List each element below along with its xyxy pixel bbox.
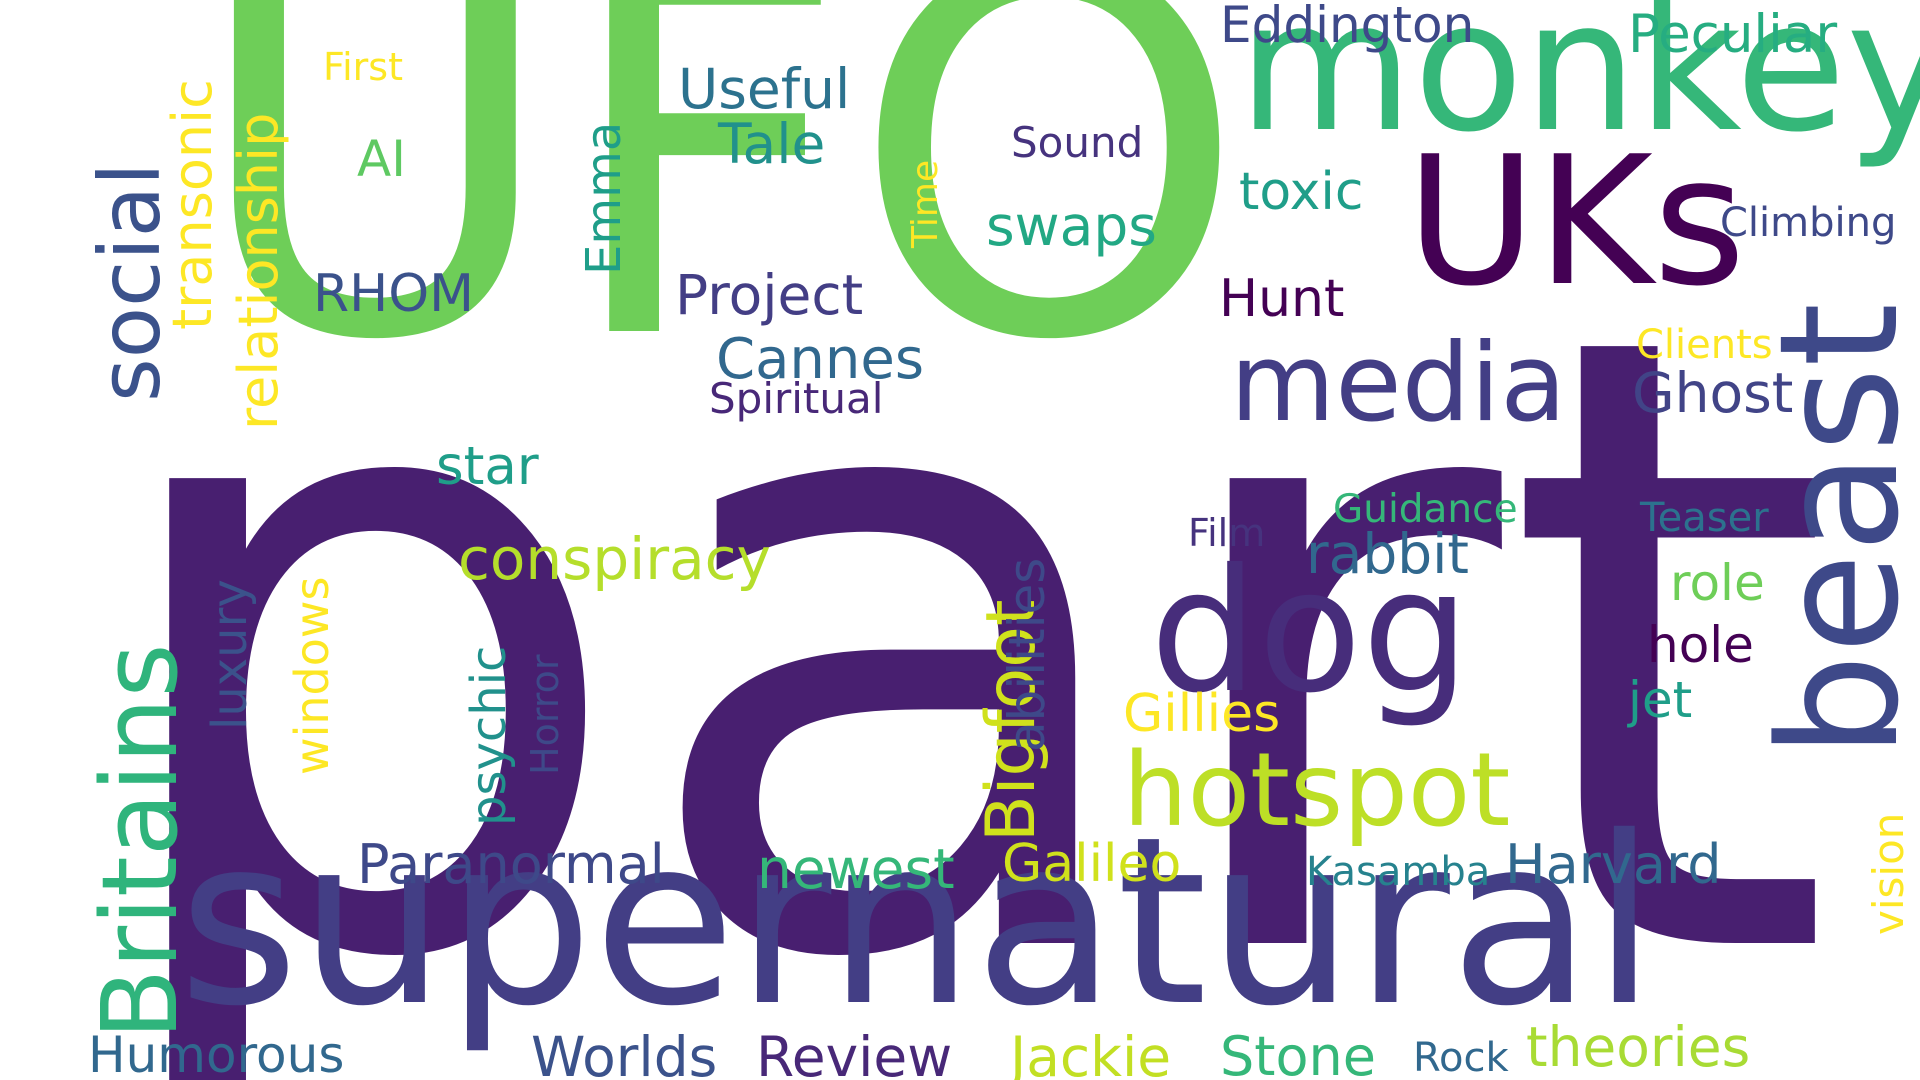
word-cannes: Cannes xyxy=(716,327,925,392)
word-supernatural: supernatural xyxy=(178,787,1657,1057)
word-conspiracy: conspiracy xyxy=(458,525,771,593)
word-theories: theories xyxy=(1526,1015,1751,1079)
word-abilities: abilities xyxy=(998,557,1056,752)
word-swaps: swaps xyxy=(986,194,1157,258)
word-film: Film xyxy=(1188,511,1266,555)
word-first: First xyxy=(323,45,403,89)
word-horror: Horror xyxy=(523,654,567,775)
word-kasamba: Kasamba xyxy=(1306,849,1491,895)
word-clients: Clients xyxy=(1636,322,1773,368)
word-guidance: Guidance xyxy=(1333,487,1518,532)
word-relationship: relationship xyxy=(227,112,290,430)
word-galileo: Galileo xyxy=(1002,834,1182,894)
word-eddington: Eddington xyxy=(1220,0,1475,54)
word-newest: newest xyxy=(757,837,955,901)
word-teaser: Teaser xyxy=(1640,495,1769,541)
word-stone: Stone xyxy=(1220,1025,1376,1080)
word-time: Time xyxy=(905,159,946,248)
word-ai: AI xyxy=(357,130,406,188)
word-psychic: psychic xyxy=(461,645,517,826)
word-rabbit: rabbit xyxy=(1306,522,1469,586)
word-humorous: Humorous xyxy=(88,1026,345,1080)
word-hole: hole xyxy=(1647,616,1754,674)
word-social: social xyxy=(81,162,179,403)
word-spiritual: Spiritual xyxy=(709,374,884,423)
word-sound: Sound xyxy=(1011,118,1144,167)
word-dog: dog xyxy=(1150,533,1470,731)
word-gillies: Gillies xyxy=(1123,684,1281,744)
word-star: star xyxy=(436,436,539,497)
word-role: role xyxy=(1670,554,1765,612)
word-paranormal: Paranormal xyxy=(357,833,665,896)
word-rhom: RHOM xyxy=(313,264,475,324)
word-part: part xyxy=(92,155,1836,1080)
word-useful: Useful xyxy=(678,57,851,121)
word-toxic: toxic xyxy=(1239,162,1364,222)
word-harvard: Harvard xyxy=(1505,833,1722,896)
word-project: Project xyxy=(675,263,864,327)
word-worlds: Worlds xyxy=(531,1025,718,1080)
word-hunt: Hunt xyxy=(1219,269,1345,329)
word-review: Review xyxy=(756,1025,953,1080)
word-rock: Rock xyxy=(1413,1035,1509,1080)
word-monkey: monkey xyxy=(1238,0,1920,172)
word-jet: jet xyxy=(1628,671,1693,729)
word-media: media xyxy=(1230,321,1567,446)
word-climbing: Climbing xyxy=(1720,200,1897,246)
word-transonic: transonic xyxy=(161,79,224,330)
word-jackie: Jackie xyxy=(1010,1025,1172,1080)
word-britains: Britains xyxy=(79,643,201,1041)
word-vision: vision xyxy=(1864,812,1913,935)
word-peculiar: Peculiar xyxy=(1628,4,1838,65)
word-emma: Emma xyxy=(576,121,632,275)
word-tale: Tale xyxy=(718,112,826,176)
word-ufo: UFO xyxy=(190,0,1248,451)
word-uks: UKs xyxy=(1406,118,1746,325)
word-ghost: Ghost xyxy=(1632,361,1794,425)
word-luxury: luxury xyxy=(202,579,258,730)
word-hotspot: hotspot xyxy=(1123,731,1511,850)
word-windows: windows xyxy=(285,576,339,776)
